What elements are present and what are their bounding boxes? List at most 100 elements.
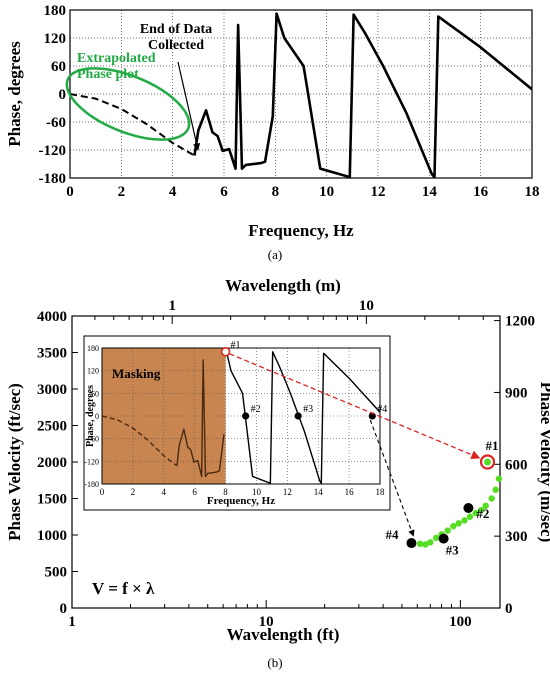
phase-x-tick-label: 2 bbox=[118, 184, 126, 200]
panel-label-b: (b) bbox=[267, 655, 282, 670]
end-of-data-arrow bbox=[177, 61, 201, 151]
dispersion-point bbox=[466, 513, 474, 520]
wavelength-m-tick-label: 1 bbox=[168, 298, 176, 314]
phase-x-tick-label: 12 bbox=[371, 184, 386, 200]
velocity-ft-tick-label: 2000 bbox=[37, 455, 67, 471]
phase-x-tick-label: 10 bbox=[319, 184, 334, 200]
dispersion-point bbox=[422, 541, 429, 548]
inset-x-tick-label: 6 bbox=[192, 487, 197, 497]
inset-y-tick-label: -180 bbox=[84, 480, 99, 489]
dispersion-point bbox=[427, 539, 434, 546]
inset-x-tick-label: 2 bbox=[131, 487, 136, 497]
velocity-m-tick-label: 900 bbox=[505, 385, 528, 401]
point-label: #4 bbox=[385, 527, 399, 542]
phase-y-tick-label: -60 bbox=[46, 115, 66, 131]
phase-y-tick-label: 0 bbox=[59, 87, 67, 103]
dispersion-point bbox=[461, 517, 468, 524]
phase-y-tick-label: 180 bbox=[44, 3, 67, 19]
inset-phase-line bbox=[225, 350, 380, 484]
wavelength-ft-tick-label: 100 bbox=[449, 614, 472, 630]
velocity-ft-tick-label: 3000 bbox=[37, 382, 67, 398]
phase-tick-labels: 0 2 4 6 8 10 12 14 16 18 -180 -120 -60 0 60 120 180 bbox=[39, 3, 540, 200]
point-label: #3 bbox=[446, 543, 460, 558]
velocity-ft-tick-label: 3500 bbox=[37, 346, 67, 362]
phase-y-tick-label: 120 bbox=[44, 31, 67, 47]
phase-x-axis-label: Frequency, Hz bbox=[248, 221, 354, 240]
end-of-data-annotation: End of Data Collected bbox=[140, 22, 212, 53]
phase-y-tick-label: 60 bbox=[51, 59, 66, 75]
point-marker bbox=[438, 533, 449, 544]
phase-x-tick-label: 16 bbox=[473, 184, 489, 200]
inset-x-tick-label: 10 bbox=[252, 487, 262, 497]
dispersion-point bbox=[432, 534, 440, 542]
inset-point-ring bbox=[220, 346, 231, 357]
measured-phase-line bbox=[193, 12, 532, 178]
extrapolated-region-ellipse bbox=[65, 67, 191, 141]
dispersion-point bbox=[482, 502, 489, 509]
wavelength-ft-axis-label: Wavelength (ft) bbox=[227, 625, 340, 644]
extrapolated-annotation: Extrapolated Phase plot bbox=[77, 51, 156, 82]
velocity-ft-tick-label: 500 bbox=[45, 565, 68, 581]
velocity-points: #1 #2 #3 #4 bbox=[385, 438, 498, 558]
point-label: #1 bbox=[486, 438, 499, 453]
point-ring-marker bbox=[479, 454, 496, 470]
inset-point-label: #4 bbox=[377, 404, 387, 415]
inset-tick-labels: 0 2 4 6 8 10 12 14 16 18 -180 -120 -60 0 60 120 180 bbox=[84, 344, 385, 497]
velocity-tick-labels: 1101001101000500100015002000250030003500… bbox=[37, 298, 550, 630]
inset-y-tick-label: 0 bbox=[95, 412, 99, 421]
inset-x-tick-label: 12 bbox=[283, 487, 292, 497]
wavelength-ft-tick-label: 1 bbox=[68, 614, 76, 630]
extrapolated-phase-line bbox=[70, 93, 195, 157]
phase-y-axis-label: Phase, degrees bbox=[5, 41, 24, 147]
inset-x-tick-label: 18 bbox=[376, 487, 386, 497]
velocity-m-axis-label: Phase Velocity (m/sec) bbox=[537, 382, 550, 543]
wavelength-m-tick-label: 10 bbox=[359, 298, 374, 314]
velocity-m-tick-label: 300 bbox=[505, 529, 528, 545]
phase-x-tick-label: 14 bbox=[422, 184, 438, 200]
point-label: #2 bbox=[476, 506, 489, 521]
phase-y-tick-label: -180 bbox=[39, 171, 67, 187]
dispersion-point bbox=[455, 520, 462, 527]
velocity-m-tick-label: 1200 bbox=[505, 314, 535, 330]
phase-x-tick-label: 4 bbox=[169, 184, 177, 200]
inset-point-label: #1 bbox=[231, 340, 241, 351]
velocity-formula: V = f × λ bbox=[92, 579, 155, 598]
inset-x-tick-label: 14 bbox=[314, 487, 324, 497]
masking-label: Masking bbox=[112, 366, 161, 381]
wavelength-ft-tick-label: 10 bbox=[259, 614, 274, 630]
inset-phase-chart: Masking 0 2 4 6 8 10 12 14 16 18 -180 -120 -60 0 60 120… bbox=[83, 335, 391, 511]
phase-chart: 0 2 4 6 8 10 12 14 16 18 -180 -120 -60 0 60 120 180 End … bbox=[5, 3, 540, 262]
wavelength-m-axis-label: Wavelength (m) bbox=[225, 276, 341, 295]
inset-x-tick-label: 8 bbox=[223, 487, 228, 497]
dispersion-point bbox=[472, 509, 479, 517]
dispersion-point bbox=[444, 527, 451, 534]
inset-x-tick-label: 0 bbox=[100, 487, 105, 497]
dispersion-point bbox=[450, 523, 457, 530]
velocity-ft-tick-label: 4000 bbox=[37, 309, 67, 325]
phase-x-tick-label: 0 bbox=[66, 184, 74, 200]
velocity-ft-tick-label: 1500 bbox=[37, 492, 67, 508]
inset-point-label: #2 bbox=[251, 404, 261, 415]
inset-point-marker bbox=[294, 412, 302, 420]
inset-phase-line bbox=[176, 359, 225, 478]
dispersion-point bbox=[416, 540, 424, 547]
inset-y-tick-label: 120 bbox=[87, 367, 99, 376]
inset-point-marker bbox=[242, 412, 250, 420]
velocity-ft-axis-label: Phase Velocity (ft/sec) bbox=[5, 383, 24, 541]
inset-series bbox=[102, 350, 380, 484]
phase-y-tick-label: -120 bbox=[39, 143, 67, 159]
dispersion-point bbox=[477, 506, 485, 514]
point-marker bbox=[406, 538, 417, 549]
velocity-m-tick-label: 600 bbox=[505, 457, 528, 473]
dispersion-point bbox=[495, 475, 503, 482]
phase-x-tick-label: 8 bbox=[272, 184, 280, 200]
point-marker bbox=[463, 502, 474, 513]
inset-y-tick-label: -120 bbox=[84, 457, 99, 466]
inset-x-tick-label: 4 bbox=[162, 487, 167, 497]
inset-y-tick-label: -60 bbox=[88, 435, 99, 444]
inset-phase-line bbox=[102, 415, 178, 467]
inset-point-label: #3 bbox=[303, 404, 313, 415]
inset-x-axis-label: Frequency, Hz bbox=[207, 495, 275, 507]
velocity-ft-tick-label: 2500 bbox=[37, 419, 67, 435]
